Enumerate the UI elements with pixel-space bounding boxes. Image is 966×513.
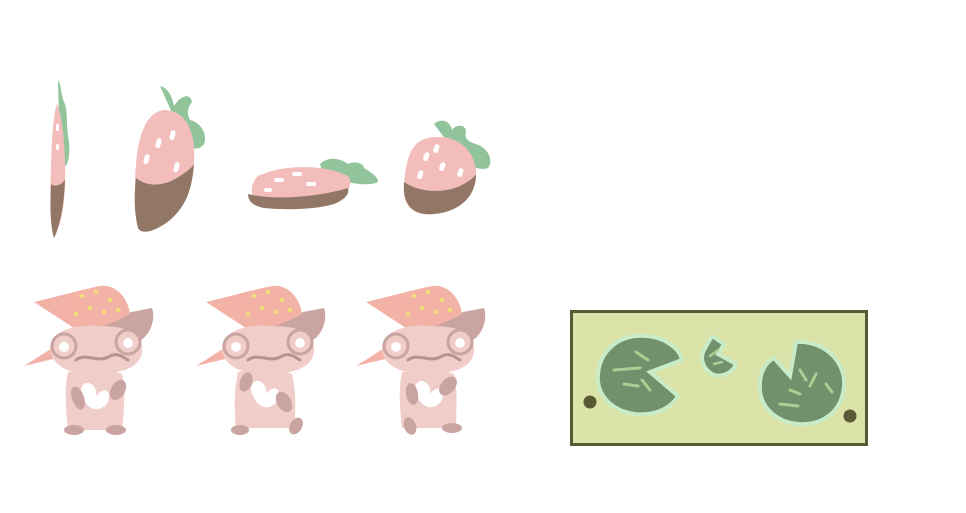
strawberry-frame-2 — [134, 86, 206, 232]
rivet-right — [843, 409, 857, 423]
lily-pad-large-right — [757, 339, 847, 427]
frog-witch-frame-2 — [196, 285, 326, 435]
strawberry-frame-4 — [403, 120, 491, 215]
rivet-left — [583, 395, 597, 409]
lily-pad-tile — [570, 310, 868, 446]
frog-witch-frame-1 — [24, 285, 154, 435]
lily-pad-small — [700, 333, 739, 378]
strawberry-frame-3 — [248, 158, 378, 210]
strawberry-frame-1 — [50, 80, 70, 238]
lily-pad-large-left — [595, 333, 685, 417]
frog-witch-frame-3 — [356, 285, 486, 435]
